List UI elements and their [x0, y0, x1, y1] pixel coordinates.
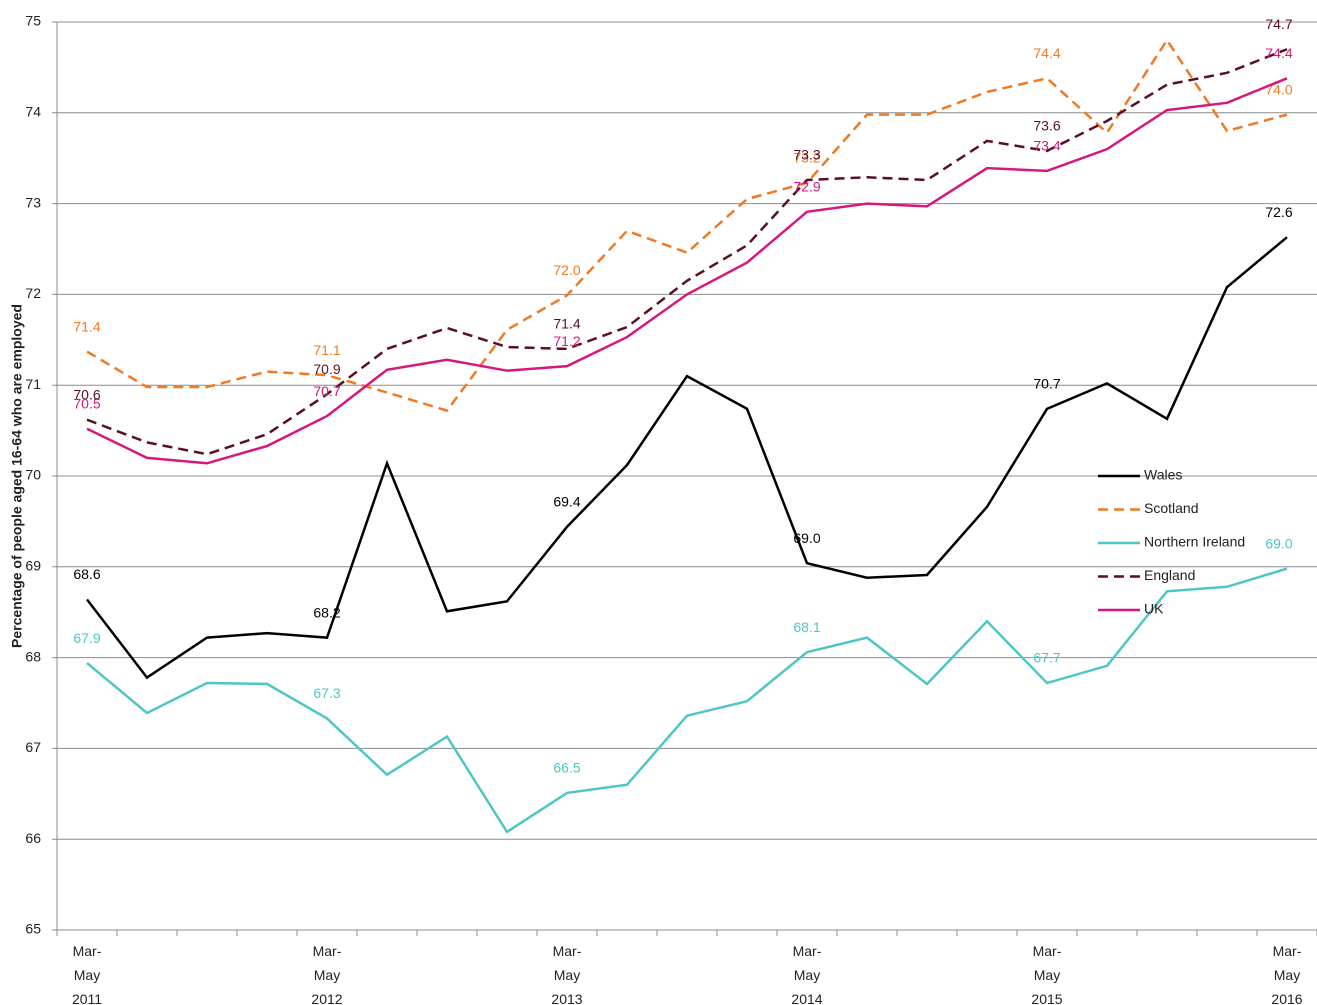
- data-label: 73.4: [1033, 138, 1060, 154]
- data-label: 69.4: [553, 494, 580, 510]
- y-tick-label: 67: [25, 739, 41, 755]
- x-tick-label: Mar-May 2016: [1271, 943, 1302, 1005]
- data-label: 73.3: [793, 147, 820, 163]
- data-label: 70.6: [73, 386, 100, 402]
- y-tick-label: 73: [25, 194, 41, 210]
- y-tick-label: 71: [25, 376, 41, 392]
- data-label: 72.9: [793, 178, 820, 194]
- y-tick-label: 65: [25, 921, 41, 937]
- data-label: 72.0: [553, 262, 580, 278]
- x-tick-label: Mar-May 2011: [72, 943, 102, 1005]
- data-label: 67.9: [73, 630, 100, 646]
- series-line: [86, 567, 1288, 834]
- series-line: [86, 236, 1288, 680]
- data-label: 74.7: [1265, 16, 1292, 32]
- data-label: 69.0: [793, 530, 820, 546]
- data-label: 67.7: [1033, 650, 1060, 666]
- series-line: [86, 48, 1288, 456]
- y-tick-label: 75: [25, 13, 41, 29]
- y-tick-label: 74: [25, 104, 41, 120]
- data-label: 70.9: [313, 361, 340, 377]
- data-label: 73.2: [793, 149, 820, 165]
- data-label: 69.0: [1265, 535, 1292, 551]
- y-tick-label: 72: [25, 285, 41, 301]
- data-label: 66.5: [553, 760, 580, 776]
- legend-label: UK: [1144, 601, 1164, 617]
- data-label: 68.1: [793, 619, 820, 635]
- legend-label: England: [1144, 567, 1195, 583]
- series-line: [86, 37, 1288, 413]
- data-label: 73.6: [1033, 118, 1060, 134]
- series-line: [86, 77, 1288, 465]
- y-axis-title: Percentage of people aged 16-64 who are …: [9, 304, 25, 648]
- x-tick-label: Mar-May 2012: [311, 943, 342, 1005]
- data-label: 74.4: [1265, 45, 1292, 61]
- x-tick-label: Mar-May 2014: [791, 943, 822, 1005]
- data-label: 74.0: [1265, 81, 1292, 97]
- y-tick-label: 66: [25, 830, 41, 846]
- y-tick-label: 70: [25, 467, 41, 483]
- data-label: 71.4: [73, 318, 100, 334]
- data-label: 68.2: [313, 604, 340, 620]
- data-label: 72.6: [1265, 204, 1292, 220]
- y-tick-label: 69: [25, 558, 41, 574]
- data-label: 71.4: [553, 316, 580, 332]
- legend-label: Northern Ireland: [1144, 534, 1245, 550]
- data-label: 70.5: [73, 395, 100, 411]
- legend-label: Scotland: [1144, 500, 1198, 516]
- data-label: 70.7: [1033, 376, 1060, 392]
- y-tick-label: 68: [25, 648, 41, 664]
- data-label: 71.2: [553, 333, 580, 349]
- data-label: 71.1: [313, 342, 340, 358]
- data-label: 70.7: [313, 383, 340, 399]
- data-label: 67.3: [313, 685, 340, 701]
- x-tick-label: Mar-May 2015: [1031, 943, 1062, 1005]
- x-tick-label: Mar-May 2013: [551, 943, 582, 1005]
- data-label: 74.4: [1033, 45, 1060, 61]
- data-label: 68.6: [73, 566, 100, 582]
- legend-label: Wales: [1144, 467, 1182, 483]
